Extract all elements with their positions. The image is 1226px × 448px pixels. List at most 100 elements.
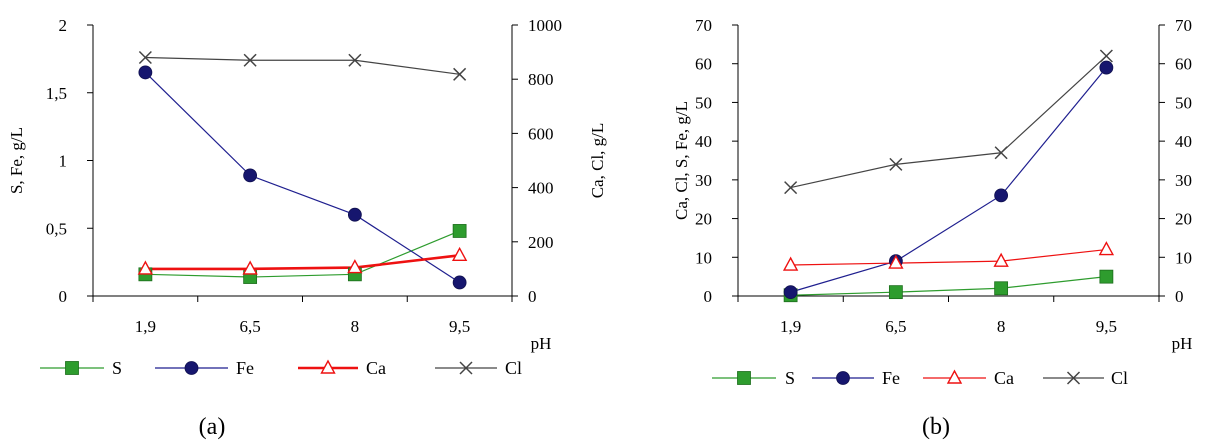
data-point-s bbox=[888, 285, 903, 300]
data-point-ca bbox=[347, 259, 363, 274]
y-tick-label-left: 1,5 bbox=[46, 84, 67, 103]
legend-item-cl: Cl bbox=[435, 358, 522, 378]
legend-label: S bbox=[112, 358, 122, 378]
legend-marker bbox=[184, 361, 199, 375]
x-axis-label: pH bbox=[531, 334, 552, 353]
legend-item-s: S bbox=[712, 368, 795, 388]
chart-panel-b: 1,9 6,5 8 9,5 0 10 20 30 40 50 60 70 0 10 20 30 40 50 60 70… bbox=[672, 16, 1192, 440]
legend-marker bbox=[320, 359, 336, 374]
legend-item-fe: Fe bbox=[155, 358, 254, 378]
y-axis-label-left: S, Fe, g/L bbox=[7, 127, 26, 194]
series-line-s bbox=[790, 276, 1107, 296]
data-point-fe bbox=[243, 168, 258, 183]
data-point-cl bbox=[1099, 49, 1113, 63]
x-axis-label: pH bbox=[1172, 334, 1193, 353]
y-tick-label-right: 20 bbox=[1175, 210, 1192, 229]
y-tick-label-left: 10 bbox=[695, 248, 712, 267]
legend-item-ca: Ca bbox=[298, 358, 386, 378]
series-line-ca bbox=[145, 254, 460, 271]
data-point-cl bbox=[453, 67, 467, 81]
y-tick-label-left: 2 bbox=[59, 16, 68, 35]
y-tick-label-right: 800 bbox=[528, 70, 554, 89]
data-point-fe bbox=[1099, 60, 1114, 75]
data-point-cl bbox=[243, 53, 257, 67]
y-tick-label-left: 1 bbox=[59, 152, 68, 171]
legend-item-fe: Fe bbox=[812, 368, 900, 388]
series-line-fe bbox=[144, 71, 460, 283]
x-tick-label: 1,9 bbox=[135, 317, 156, 336]
legend-label: Cl bbox=[505, 358, 522, 378]
data-point-cl bbox=[348, 53, 362, 67]
x-tick-label: 6,5 bbox=[240, 317, 261, 336]
data-point-s bbox=[994, 281, 1009, 296]
data-point-ca bbox=[242, 260, 258, 275]
legend-label: Cl bbox=[1111, 368, 1128, 388]
y-tick-label-left: 50 bbox=[695, 93, 712, 112]
data-point-ca bbox=[137, 260, 154, 275]
series-line-cl bbox=[790, 55, 1107, 189]
y-tick-label-right: 1000 bbox=[528, 16, 562, 35]
y-axis-label-right: Ca, Cl, g/L bbox=[588, 123, 607, 199]
y-tick-label-right: 10 bbox=[1175, 248, 1192, 267]
series-line-cl bbox=[145, 56, 460, 75]
y-tick-label-right: 200 bbox=[528, 233, 554, 252]
legend-item-cl: Cl bbox=[1043, 368, 1128, 388]
y-tick-label-right: 400 bbox=[528, 179, 554, 198]
data-point-ca bbox=[451, 246, 468, 262]
data-point-ca bbox=[888, 254, 904, 269]
data-point-fe bbox=[452, 275, 467, 290]
legend-label: Ca bbox=[994, 368, 1014, 388]
y-tick-label-left: 30 bbox=[695, 171, 712, 190]
series-line-s bbox=[145, 230, 460, 278]
data-point-fe bbox=[347, 207, 362, 222]
data-point-fe bbox=[783, 285, 798, 300]
legend-label: Fe bbox=[882, 368, 900, 388]
chart-panel-a: 1,9 6,5 8 9,5 0 0,5 1 1,5 2 0 200 400 600 800 1000 S, F… bbox=[7, 16, 607, 440]
data-point-cl bbox=[994, 146, 1008, 160]
y-tick-label-left: 60 bbox=[695, 55, 712, 74]
data-point-fe bbox=[138, 65, 153, 80]
y-tick-label-left: 0 bbox=[59, 287, 68, 306]
legend-marker bbox=[1066, 371, 1081, 385]
x-tick-label: 1,9 bbox=[780, 317, 801, 336]
y-tick-label-right: 0 bbox=[528, 287, 537, 306]
y-tick-label-right: 70 bbox=[1175, 16, 1192, 35]
data-point-cl bbox=[138, 50, 152, 65]
series-line-fe bbox=[790, 67, 1107, 293]
y-tick-label-left: 20 bbox=[695, 210, 712, 229]
x-tick-label: 6,5 bbox=[885, 317, 906, 336]
y-tick-label-right: 600 bbox=[528, 124, 554, 143]
legend-marker bbox=[65, 361, 79, 375]
panel-caption: (a) bbox=[199, 414, 226, 440]
x-tick-label: 8 bbox=[997, 317, 1006, 336]
legend-label: Fe bbox=[236, 358, 254, 378]
x-tick-label: 8 bbox=[351, 317, 360, 336]
data-point-cl bbox=[784, 181, 798, 195]
legend-item-ca: Ca bbox=[923, 368, 1014, 388]
data-point-s bbox=[1099, 269, 1114, 284]
legend-label: Ca bbox=[366, 358, 386, 378]
y-axis-label-left: Ca, Cl, S, Fe, g/L bbox=[672, 101, 691, 220]
legend-marker bbox=[946, 369, 963, 384]
data-point-ca bbox=[1098, 241, 1115, 256]
series-line-ca bbox=[790, 248, 1107, 266]
data-point-s bbox=[452, 224, 467, 238]
y-tick-label-left: 40 bbox=[695, 132, 712, 151]
legend-item-s: S bbox=[40, 358, 122, 378]
data-point-ca bbox=[782, 256, 799, 271]
x-tick-label: 9,5 bbox=[449, 317, 470, 336]
legend-marker bbox=[836, 371, 850, 385]
y-tick-label-right: 30 bbox=[1175, 171, 1192, 190]
y-tick-label-right: 50 bbox=[1175, 93, 1192, 112]
y-tick-label-left: 70 bbox=[695, 16, 712, 35]
legend-label: S bbox=[785, 368, 795, 388]
legend-marker bbox=[459, 361, 473, 375]
y-tick-label-left: 0 bbox=[704, 287, 713, 306]
y-tick-label-right: 60 bbox=[1175, 55, 1192, 74]
data-point-fe bbox=[994, 188, 1009, 203]
y-tick-label-right: 40 bbox=[1175, 132, 1192, 151]
y-tick-label-right: 0 bbox=[1175, 287, 1184, 306]
legend-marker bbox=[737, 371, 751, 385]
y-tick-label-left: 0,5 bbox=[46, 219, 67, 238]
